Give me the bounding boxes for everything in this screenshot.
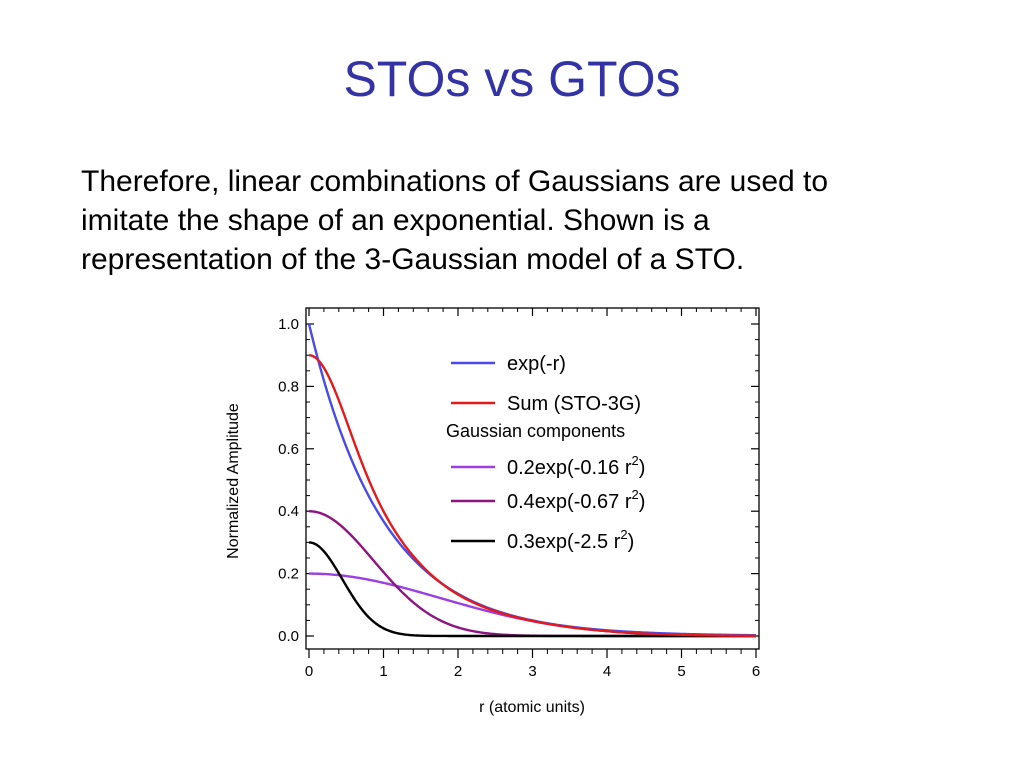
x-tick-label: 6 [752,663,760,680]
y-tick-label: 1.0 [278,316,299,333]
legend-label: 0.3exp(-2.5 r2) [507,527,634,553]
y-tick-label: 0.8 [278,378,299,395]
legend-label: Sum (STO-3G) [507,393,641,415]
legend-heading: Gaussian components [446,421,625,441]
legend-label: 0.4exp(-0.67 r2) [507,487,645,513]
x-tick-label: 5 [677,663,685,680]
slide-title: STOs vs GTOs [343,51,681,107]
series-line-1 [308,354,757,637]
x-tick-label: 0 [305,663,313,680]
x-tick-label: 2 [454,663,462,680]
x-tick-label: 1 [379,663,387,680]
legend-label: 0.2exp(-0.16 r2) [507,453,645,479]
body-line-2: imitate the shape of an exponential. Sho… [81,204,710,237]
y-axis-label: Normalized Amplitude [225,403,242,559]
series-line-2 [308,572,757,637]
y-tick-label: 0.2 [278,566,299,583]
series-line-3 [308,510,756,638]
y-tick-label: 0.0 [278,628,299,645]
body-line-1: Therefore, linear combinations of Gaussi… [81,165,829,198]
x-tick-label: 3 [528,663,536,680]
slide-body: Therefore, linear combinations of Gaussi… [81,162,981,279]
y-tick-label: 0.4 [278,503,299,520]
y-tick-label: 0.6 [278,441,299,458]
x-tick-label: 4 [603,663,611,680]
legend-label: exp(-r) [507,353,566,375]
x-axis-label: r (atomic units) [479,699,585,716]
body-line-3: representation of the 3-Gaussian model o… [81,243,745,276]
